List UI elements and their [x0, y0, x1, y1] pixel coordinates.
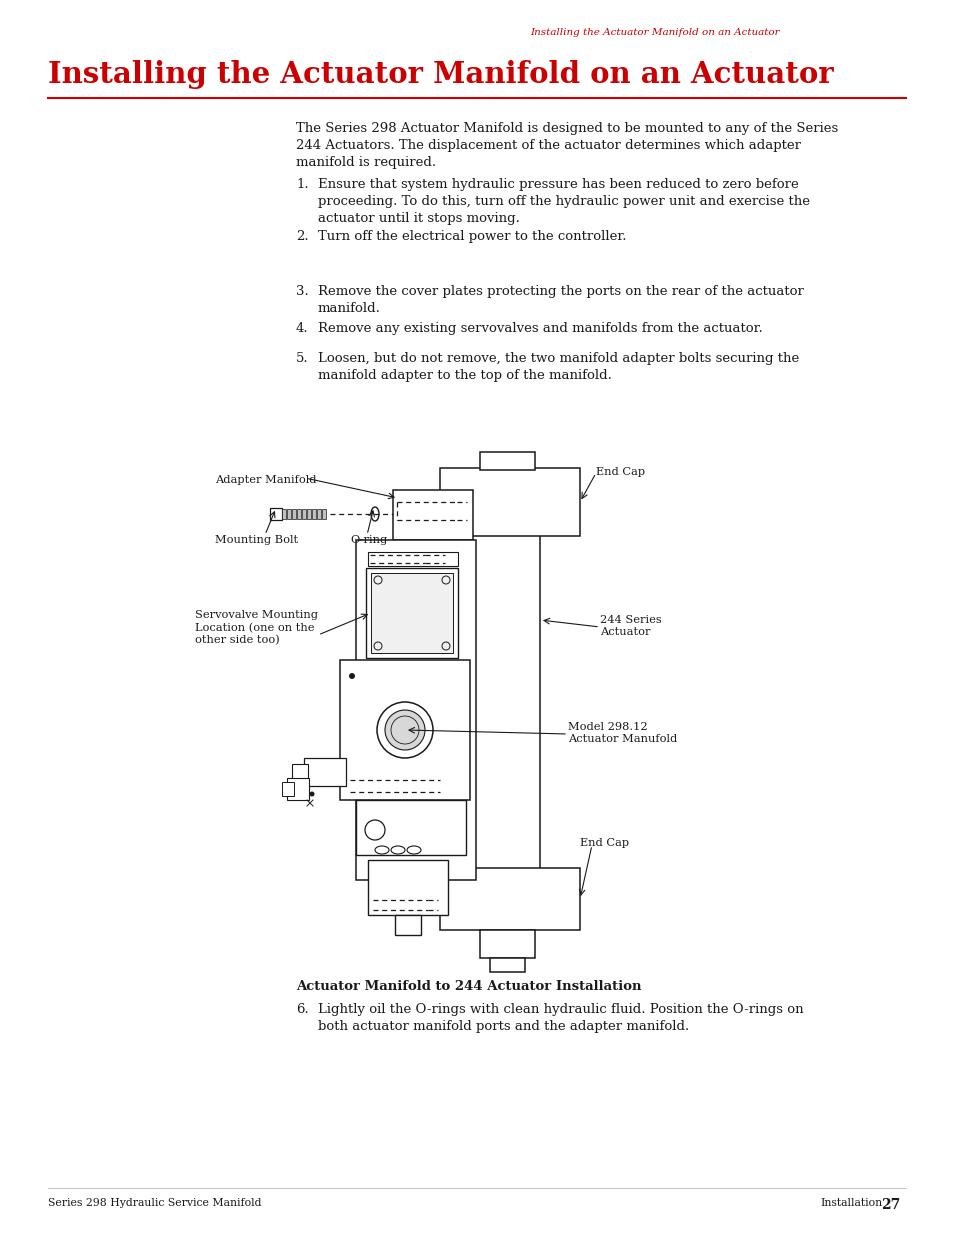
Text: 244 Series
Actuator: 244 Series Actuator [599, 615, 661, 637]
Text: 5.: 5. [295, 352, 309, 366]
Text: 6.: 6. [295, 1003, 309, 1016]
Circle shape [349, 673, 355, 679]
Text: Installing the Actuator Manifold on an Actuator: Installing the Actuator Manifold on an A… [48, 61, 833, 89]
Text: Remove any existing servovalves and manifolds from the actuator.: Remove any existing servovalves and mani… [317, 322, 762, 335]
Text: Servovalve Mounting
Location (one on the
other side too): Servovalve Mounting Location (one on the… [194, 610, 317, 646]
Text: Adapter Manifold: Adapter Manifold [214, 475, 316, 485]
Text: Ensure that system hydraulic pressure has been reduced to zero before
proceeding: Ensure that system hydraulic pressure ha… [317, 178, 809, 225]
Bar [355, 540, 476, 881]
Bar [282, 509, 286, 519]
Bar [316, 509, 320, 519]
Text: End Cap: End Cap [596, 467, 644, 477]
Bar [287, 778, 309, 800]
Bar [479, 930, 535, 958]
Bar [355, 800, 465, 855]
Bar [366, 568, 457, 658]
Text: Installing the Actuator Manifold on an Actuator: Installing the Actuator Manifold on an A… [530, 28, 779, 37]
Bar [307, 509, 311, 519]
Text: 4.: 4. [295, 322, 309, 335]
Circle shape [385, 710, 424, 750]
Bar [302, 509, 306, 519]
Text: Lightly oil the O-rings with clean hydraulic fluid. Position the O-rings on
both: Lightly oil the O-rings with clean hydra… [317, 1003, 802, 1032]
Bar [479, 452, 535, 471]
Bar [296, 509, 301, 519]
Text: Remove the cover plates protecting the ports on the rear of the actuator
manifol: Remove the cover plates protecting the p… [317, 285, 803, 315]
Text: Mounting Bolt: Mounting Bolt [214, 535, 297, 545]
Text: 1.: 1. [295, 178, 309, 191]
Bar [371, 573, 453, 653]
Bar [287, 509, 291, 519]
Bar [304, 758, 346, 785]
Bar [292, 764, 308, 781]
Text: End Cap: End Cap [579, 839, 628, 848]
Text: Turn off the electrical power to the controller.: Turn off the electrical power to the con… [317, 230, 626, 243]
Text: Actuator Manifold to 244 Actuator Installation: Actuator Manifold to 244 Actuator Instal… [295, 981, 640, 993]
Text: 3.: 3. [295, 285, 309, 298]
Bar [368, 860, 448, 915]
Text: Installation: Installation [820, 1198, 882, 1208]
Text: Series 298 Hydraulic Service Manifold: Series 298 Hydraulic Service Manifold [48, 1198, 261, 1208]
Text: The Series 298 Actuator Manifold is designed to be mounted to any of the Series
: The Series 298 Actuator Manifold is desi… [295, 122, 838, 169]
Circle shape [376, 701, 433, 758]
Bar [395, 915, 420, 935]
Bar [312, 509, 315, 519]
Text: Model 298.12
Actuator Manufold: Model 298.12 Actuator Manufold [567, 722, 677, 745]
Text: Loosen, but do not remove, the two manifold adapter bolts securing the
manifold : Loosen, but do not remove, the two manif… [317, 352, 799, 382]
Bar [470, 500, 539, 910]
Bar [393, 490, 473, 540]
Bar [282, 782, 294, 797]
Bar [490, 958, 524, 972]
Bar [368, 552, 457, 566]
Bar [292, 509, 295, 519]
Bar [322, 509, 326, 519]
Text: 2.: 2. [295, 230, 309, 243]
Text: 27: 27 [880, 1198, 899, 1212]
Bar [439, 468, 579, 536]
Text: O-ring: O-ring [350, 535, 387, 545]
Bar [270, 508, 282, 520]
Bar [439, 868, 579, 930]
Circle shape [309, 792, 314, 797]
Bar [339, 659, 470, 800]
